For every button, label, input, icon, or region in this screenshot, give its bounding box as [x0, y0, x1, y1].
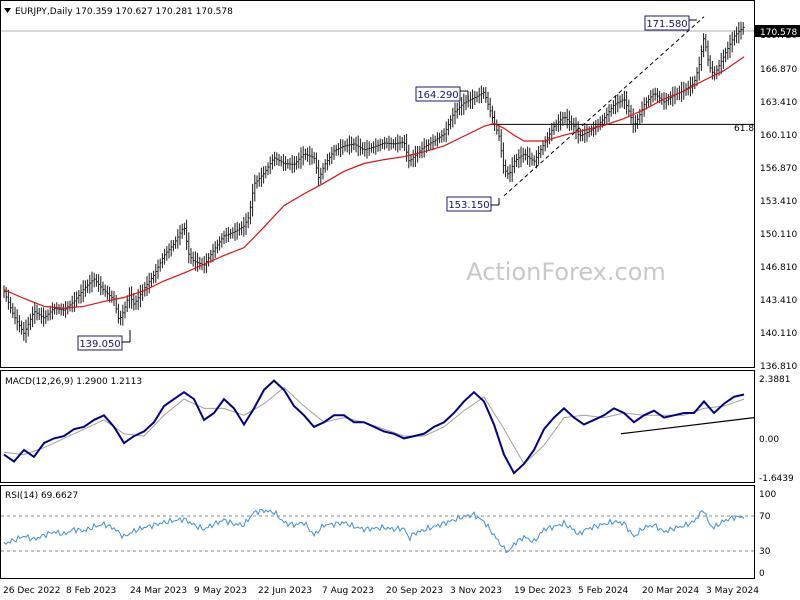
x-tick-label: 9 May 2023	[194, 586, 247, 596]
label-high-2: 171.580	[644, 15, 697, 31]
y-tick-label: 163.410	[760, 98, 797, 108]
svg-text:171.580: 171.580	[646, 19, 687, 30]
x-tick-label: 26 Dec 2022	[3, 586, 61, 596]
rsi-line	[3, 508, 745, 554]
macd-header: MACD(12,26,9) 1.2900 1.2113	[5, 377, 142, 387]
label-low-1: 139.050	[77, 330, 131, 351]
x-tick-label: 7 Aug 2023	[322, 586, 374, 596]
svg-text:170.578: 170.578	[760, 28, 797, 38]
price-bars	[3, 21, 745, 343]
price-panel-frame	[0, 0, 755, 368]
last-price-marker: 170.578	[755, 25, 800, 38]
y-tick-label: 146.810	[760, 263, 797, 273]
y-tick-label: 0.00	[759, 435, 779, 445]
x-tick-label: 19 Dec 2023	[514, 586, 572, 596]
y-tick-label: 143.410	[760, 296, 797, 306]
macd-axis: 2.3881 0.00 -1.6439	[759, 375, 794, 484]
moving-average-line	[3, 56, 745, 309]
svg-text:153.150: 153.150	[448, 200, 489, 211]
x-tick-label: 22 Jun 2023	[258, 586, 312, 596]
time-axis: 26 Dec 2022 8 Feb 2023 24 Mar 2023 9 May…	[3, 586, 759, 596]
y-tick-label: 166.870	[760, 65, 797, 75]
macd-main-line	[3, 379, 745, 475]
y-tick-label: 153.410	[760, 197, 797, 207]
y-tick-label: -1.6439	[759, 474, 794, 484]
y-tick-label: 100	[759, 490, 776, 500]
svg-text:139.050: 139.050	[79, 339, 120, 350]
y-tick-label: 150.110	[760, 230, 797, 240]
price-header: EURJPY,Daily 170.359 170.627 170.281 170…	[15, 7, 233, 17]
macd-lines	[3, 379, 755, 475]
y-tick-label: 160.110	[760, 131, 797, 141]
price-trendline	[503, 16, 705, 197]
x-tick-label: 3 Nov 2023	[450, 586, 502, 596]
y-tick-label: 2.3881	[759, 375, 791, 385]
macd-signal-line	[3, 386, 745, 465]
x-tick-label: 20 Sep 2023	[386, 586, 443, 596]
watermark: ActionForex.com	[466, 258, 666, 286]
label-high-1: 164.290	[415, 86, 469, 102]
collapse-triangle-icon[interactable]	[4, 8, 11, 13]
rsi-series-line	[3, 508, 745, 554]
y-tick-label: 70	[759, 512, 771, 522]
macd-trendline	[620, 417, 755, 435]
price-axis: 169.720 166.870 163.410 160.110 156.870 …	[760, 31, 797, 372]
y-tick-label: 136.810	[760, 362, 797, 372]
x-tick-label: 24 Mar 2023	[130, 586, 187, 596]
x-tick-label: 8 Feb 2023	[66, 586, 116, 596]
y-tick-label: 140.110	[760, 329, 797, 339]
x-tick-label: 5 Feb 2024	[578, 586, 629, 596]
rsi-panel-frame	[0, 485, 755, 579]
rsi-axis: 100 70 30 0	[759, 490, 776, 579]
fib-label: 61.8	[734, 124, 754, 134]
rsi-header: RSI(14) 69.6627	[5, 491, 78, 501]
svg-text:164.290: 164.290	[417, 90, 458, 101]
y-tick-label: 156.870	[760, 164, 797, 174]
price-trend-dashed	[503, 16, 705, 197]
x-tick-label: 20 Mar 2024	[642, 586, 699, 596]
y-tick-label: 0	[759, 569, 765, 579]
y-tick-label: 30	[759, 547, 771, 557]
moving-average	[3, 56, 745, 309]
label-low-2: 153.150	[446, 196, 500, 212]
x-tick-label: 3 May 2024	[706, 586, 759, 596]
